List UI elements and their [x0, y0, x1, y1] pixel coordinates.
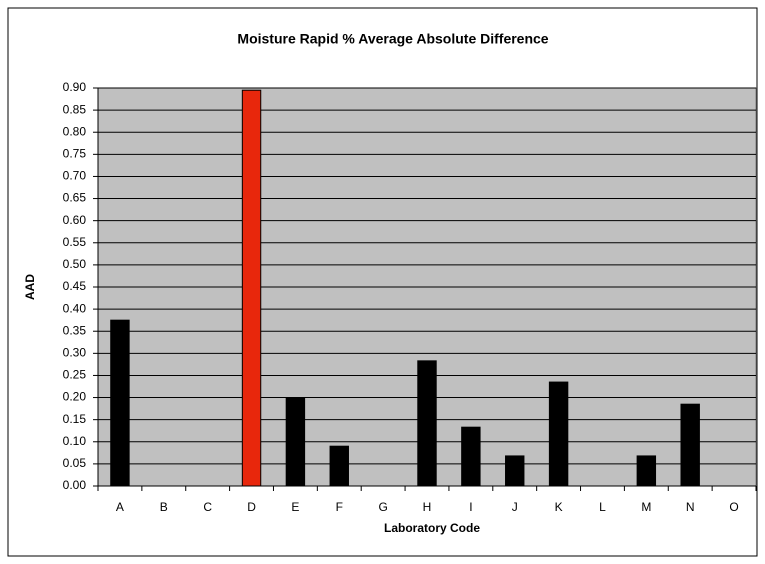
- y-tick-label: 0.10: [63, 434, 87, 448]
- x-tick-label: A: [116, 500, 124, 514]
- x-tick-label: G: [378, 500, 387, 514]
- y-axis-title: AAD: [23, 274, 37, 300]
- x-tick-label: N: [686, 500, 695, 514]
- x-axis-title: Laboratory Code: [384, 521, 480, 535]
- x-tick-label: F: [336, 500, 343, 514]
- x-tick-label: O: [729, 500, 738, 514]
- bar: [636, 455, 657, 487]
- x-tick-label: I: [469, 500, 472, 514]
- y-tick-label: 0.15: [63, 412, 87, 426]
- x-tick-label: B: [160, 500, 168, 514]
- y-tick-label: 0.35: [63, 323, 87, 337]
- bar: [110, 319, 130, 487]
- bar: [241, 89, 262, 487]
- y-tick-label: 0.90: [63, 80, 87, 94]
- y-tick-label: 0.70: [63, 169, 87, 183]
- y-tick-label: 0.00: [63, 478, 87, 492]
- bar: [285, 397, 306, 487]
- x-tick-label: H: [423, 500, 432, 514]
- y-tick-label: 0.30: [63, 346, 87, 360]
- bar: [548, 381, 569, 487]
- y-tick-label: 0.20: [63, 390, 87, 404]
- x-tick-label: E: [291, 500, 299, 514]
- y-tick-label: 0.40: [63, 301, 87, 315]
- y-tick-label: 0.75: [63, 147, 87, 161]
- y-tick-label: 0.65: [63, 191, 87, 205]
- y-tick-label: 0.60: [63, 213, 87, 227]
- y-tick-label: 0.45: [63, 279, 87, 293]
- x-tick-label: D: [247, 500, 256, 514]
- x-tick-label: L: [599, 500, 606, 514]
- y-tick-label: 0.05: [63, 456, 87, 470]
- y-tick-label: 0.55: [63, 235, 87, 249]
- bar: [461, 426, 481, 487]
- bar: [680, 403, 700, 487]
- y-tick-label: 0.80: [63, 124, 87, 138]
- bar: [329, 445, 349, 487]
- y-tick-label: 0.85: [63, 102, 87, 116]
- y-tick-label: 0.25: [63, 368, 87, 382]
- x-tick-label: K: [555, 500, 563, 514]
- y-tick-label: 0.50: [63, 257, 87, 271]
- x-tick-label: C: [203, 500, 212, 514]
- x-tick-label: M: [641, 500, 651, 514]
- bar: [505, 455, 525, 487]
- chart-title: Moisture Rapid % Average Absolute Differ…: [237, 31, 548, 47]
- bar: [417, 360, 437, 487]
- x-tick-label: J: [512, 500, 518, 514]
